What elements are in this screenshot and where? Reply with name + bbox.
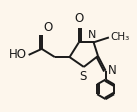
Text: O: O bbox=[74, 12, 83, 25]
Text: O: O bbox=[43, 21, 52, 34]
Text: S: S bbox=[80, 70, 87, 83]
Text: HO: HO bbox=[9, 48, 27, 61]
Text: N: N bbox=[108, 64, 116, 77]
Text: N: N bbox=[88, 30, 97, 40]
Text: CH₃: CH₃ bbox=[110, 32, 129, 42]
